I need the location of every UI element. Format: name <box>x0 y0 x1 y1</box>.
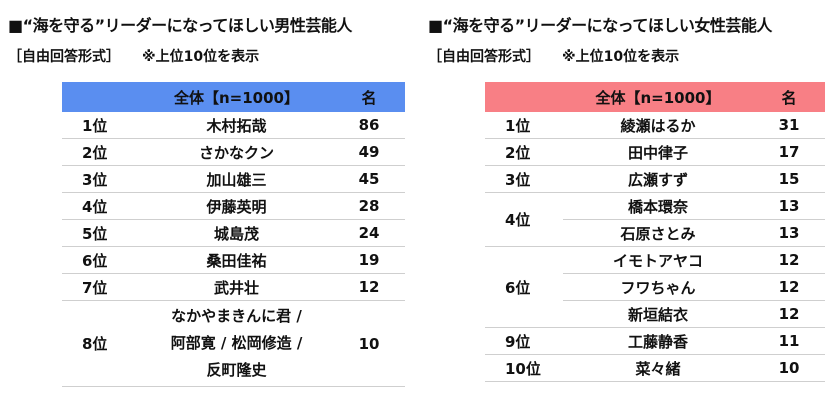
count-cell: 31 <box>753 112 825 139</box>
male-ranking-table: 全体【n=1000】 名 1位 木村拓哉 86 2位 さかなクン 49 3位 加… <box>62 82 405 387</box>
count-cell: 28 <box>333 192 405 220</box>
table-row: 4位 橋本環奈 13 <box>485 192 825 247</box>
table-row: 3位 広瀬すず 15 <box>485 165 825 193</box>
table-row: 8位 なかやまきんに君 / 阿部寛 / 松岡修造 / 反町隆史 10 <box>62 300 405 387</box>
rank-cell: 6位 <box>485 246 563 328</box>
rank-cell: 2位 <box>62 138 140 166</box>
rank-cell: 1位 <box>485 112 563 139</box>
female-ranking-subtitle: ［自由回答形式］ ※上位10位を表示 <box>428 46 679 66</box>
name-line: 阿部寛 / 松岡修造 / <box>170 334 303 352</box>
rank-cell: 4位 <box>62 192 140 220</box>
table-row: 1位 木村拓哉 86 <box>62 112 405 139</box>
table-row: 1位 綾瀬はるか 31 <box>485 112 825 139</box>
name-cell: 広瀬すず <box>563 165 753 193</box>
header-rank-cell <box>62 82 140 112</box>
name-cell: 新垣結衣 <box>563 300 753 328</box>
table-row: 6位 イモトアヤコ 12 <box>485 246 825 328</box>
count-cell: 86 <box>333 112 405 139</box>
table-row: 2位 さかなクン 49 <box>62 138 405 166</box>
count-cell: 24 <box>333 219 405 247</box>
count-cell: 45 <box>333 165 405 193</box>
name-line: なかやまきんに君 / <box>171 307 302 325</box>
table-row: 5位 城島茂 24 <box>62 219 405 247</box>
name-cell: イモトアヤコ <box>563 246 753 274</box>
rank-cell: 6位 <box>62 246 140 274</box>
male-ranking-subtitle: ［自由回答形式］ ※上位10位を表示 <box>8 46 259 66</box>
count-cell: 12 <box>753 300 825 328</box>
answer-format-label: ［自由回答形式］ <box>428 49 540 65</box>
rank-cell: 4位 <box>485 192 563 247</box>
count-cell: 49 <box>333 138 405 166</box>
name-cell: 武井壮 <box>140 273 333 301</box>
female-ranking-table: 全体【n=1000】 名 1位 綾瀬はるか 31 2位 田中律子 17 3位 広… <box>485 82 825 382</box>
rank-cell: 10位 <box>485 354 563 382</box>
count-cell: 10 <box>753 354 825 382</box>
name-line: 反町隆史 <box>206 361 267 379</box>
count-cell: 10 <box>333 300 405 387</box>
rank-cell: 9位 <box>485 327 563 355</box>
rank-cell: 7位 <box>62 273 140 301</box>
name-cell: 加山雄三 <box>140 165 333 193</box>
header-unit-cell: 名 <box>753 82 825 112</box>
count-cell: 11 <box>753 327 825 355</box>
name-cell: フワちゃん <box>563 273 753 301</box>
female-ranking-title: ■“海を守る”リーダーになってほしい女性芸能人 <box>428 16 772 35</box>
name-cell: 伊藤英明 <box>140 192 333 220</box>
name-cell: 田中律子 <box>563 138 753 166</box>
name-cell: 工藤静香 <box>563 327 753 355</box>
table-header-row: 全体【n=1000】 名 <box>485 82 825 112</box>
count-cell: 17 <box>753 138 825 166</box>
table-row: 6位 桑田佳祐 19 <box>62 246 405 274</box>
rank-cell: 8位 <box>62 300 140 387</box>
display-note: ※上位10位を表示 <box>562 49 680 65</box>
table-row: 新垣結衣 12 <box>485 300 825 328</box>
table-row: 10位 菜々緒 10 <box>485 354 825 382</box>
count-cell: 12 <box>753 273 825 301</box>
rank-cell: 1位 <box>62 112 140 139</box>
rank-cell: 5位 <box>62 219 140 247</box>
name-cell: さかなクン <box>140 138 333 166</box>
count-cell: 12 <box>333 273 405 301</box>
male-ranking-title: ■“海を守る”リーダーになってほしい男性芸能人 <box>8 16 352 35</box>
name-cell: 菜々緒 <box>563 354 753 382</box>
table-row: 9位 工藤静香 11 <box>485 327 825 355</box>
header-group-cell: 全体【n=1000】 <box>140 82 333 112</box>
rank-cell: 2位 <box>485 138 563 166</box>
answer-format-label: ［自由回答形式］ <box>8 49 120 65</box>
table-row: 石原さとみ 13 <box>485 219 825 247</box>
rank-cell: 3位 <box>62 165 140 193</box>
table-row: 3位 加山雄三 45 <box>62 165 405 193</box>
count-cell: 12 <box>753 246 825 274</box>
name-cell: 城島茂 <box>140 219 333 247</box>
header-unit-cell: 名 <box>333 82 405 112</box>
count-cell: 19 <box>333 246 405 274</box>
rank-cell: 3位 <box>485 165 563 193</box>
count-cell: 15 <box>753 165 825 193</box>
table-row: 4位 伊藤英明 28 <box>62 192 405 220</box>
name-cell: 橋本環奈 <box>563 192 753 220</box>
table-row: 7位 武井壮 12 <box>62 273 405 301</box>
table-header-row: 全体【n=1000】 名 <box>62 82 405 112</box>
header-group-cell: 全体【n=1000】 <box>563 82 753 112</box>
count-cell: 13 <box>753 219 825 247</box>
name-cell: 桑田佳祐 <box>140 246 333 274</box>
table-row: 2位 田中律子 17 <box>485 138 825 166</box>
display-note: ※上位10位を表示 <box>142 49 260 65</box>
table-row: フワちゃん 12 <box>485 273 825 301</box>
name-cell: 石原さとみ <box>563 219 753 247</box>
name-cell: なかやまきんに君 / 阿部寛 / 松岡修造 / 反町隆史 <box>140 300 333 387</box>
count-cell: 13 <box>753 192 825 220</box>
name-cell: 綾瀬はるか <box>563 112 753 139</box>
header-rank-cell <box>485 82 563 112</box>
name-cell: 木村拓哉 <box>140 112 333 139</box>
